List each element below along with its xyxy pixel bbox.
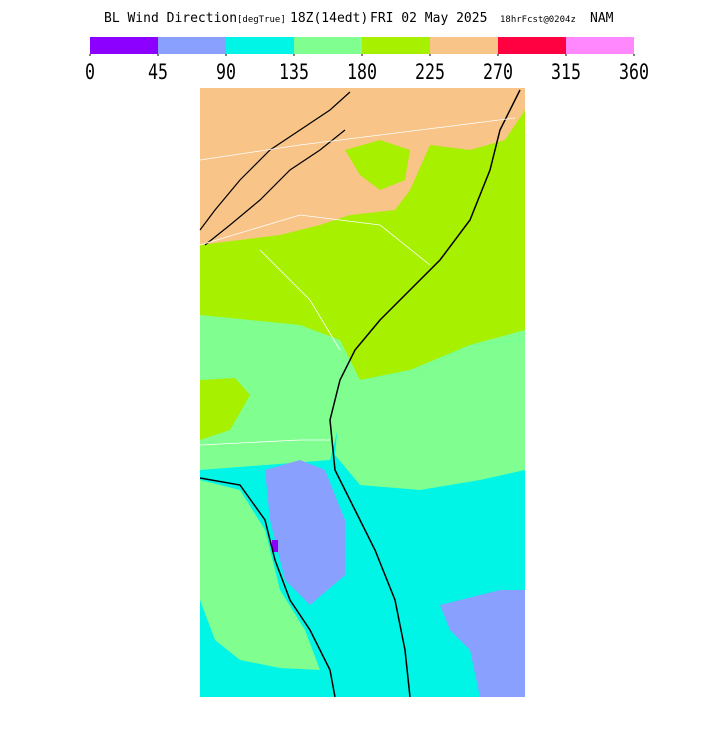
legend-tick-label: 315 xyxy=(551,60,581,84)
legend-swatch xyxy=(498,37,566,54)
coastline xyxy=(199,477,336,698)
legend-swatch xyxy=(90,37,158,54)
legend: 0 45 90 135 180 225 270 315 360 xyxy=(85,37,649,84)
legend-tick-label: 180 xyxy=(347,60,377,84)
units: [degTrue] xyxy=(237,15,286,25)
legend-tick-label: 45 xyxy=(148,60,168,84)
legend-swatch xyxy=(294,37,362,54)
coastline xyxy=(329,89,521,698)
region xyxy=(200,480,320,670)
region xyxy=(335,340,525,490)
region xyxy=(272,540,278,552)
legend-tick-label: 0 xyxy=(85,60,95,84)
legend-swatch xyxy=(158,37,226,54)
legend-swatch xyxy=(226,37,294,54)
map xyxy=(199,88,525,698)
region xyxy=(440,590,525,697)
legend-swatch xyxy=(362,37,430,54)
legend-swatch xyxy=(430,37,498,54)
contour xyxy=(199,91,351,231)
legend-tick-label: 90 xyxy=(216,60,236,84)
title: BL Wind Direction xyxy=(104,11,237,26)
region xyxy=(200,378,250,440)
legend-tick-label: 270 xyxy=(483,60,513,84)
legend-tick-label: 135 xyxy=(279,60,309,84)
date: FRI 02 May 2025 xyxy=(370,11,487,26)
region xyxy=(345,140,410,190)
region xyxy=(265,460,345,605)
legend-tick-label: 225 xyxy=(415,60,445,84)
legend-swatch xyxy=(566,37,634,54)
valid-time: 18Z(14edt) xyxy=(290,11,368,26)
header: BL Wind Direction [degTrue] 18Z(14edt) F… xyxy=(104,11,614,26)
contour xyxy=(204,129,346,246)
legend-tick-label: 360 xyxy=(619,60,649,84)
state-border xyxy=(199,117,516,446)
forecast: 18hrFcst@0204z xyxy=(500,15,576,25)
model: NAM xyxy=(590,11,614,26)
